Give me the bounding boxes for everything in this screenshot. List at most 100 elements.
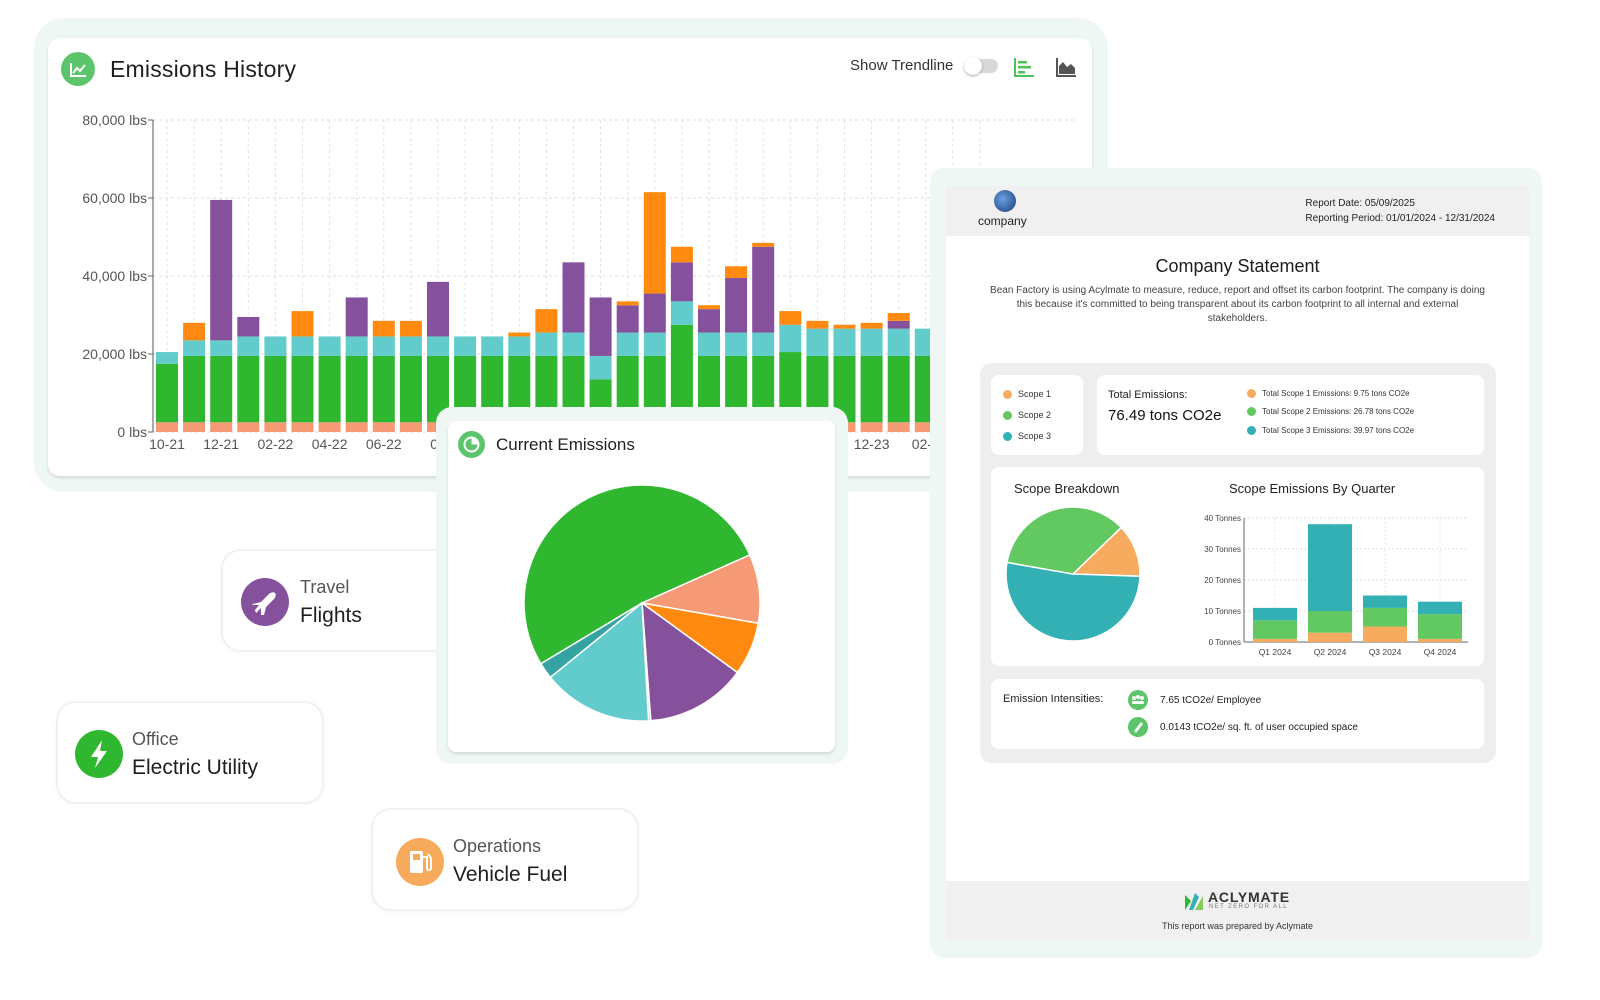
history-bar-green <box>806 355 829 423</box>
history-bar-salmon <box>372 422 395 432</box>
history-bar-orange <box>670 246 693 263</box>
total-emissions-box: Total Emissions: 76.49 tons CO2e Total S… <box>1097 375 1484 455</box>
scope-by-quarter-chart: 0 Tonnes 10 Tonnes 20 Tonnes 30 Tonnes 40 To… <box>1204 514 1468 657</box>
history-bar-orange <box>643 192 666 294</box>
history-bar-salmon <box>237 422 260 432</box>
scope-3-dot <box>1003 432 1012 442</box>
quarter-x-tick-label: Q2 2024 <box>1314 647 1347 657</box>
scope-2-dot <box>1247 407 1256 417</box>
category-card-electric-utility[interactable]: Office Electric Utility <box>56 701 324 804</box>
y-tick-label: 0 lbs <box>117 424 147 440</box>
history-bar-salmon <box>860 422 883 432</box>
history-bar-teal <box>562 332 585 356</box>
category-label: Office <box>132 729 179 749</box>
history-bar-green <box>291 355 314 423</box>
history-bar-green <box>372 355 395 423</box>
y-tick-label: 80,000 lbs <box>82 112 147 128</box>
x-tick-label: 12-23 <box>854 436 890 452</box>
history-bar-purple <box>725 277 748 333</box>
report-title: Company Statement <box>1155 256 1320 276</box>
history-bar-orange <box>535 309 558 333</box>
x-tick-label: 10-21 <box>149 436 185 452</box>
history-bar-orange <box>725 266 748 278</box>
history-bar-green <box>264 355 287 423</box>
history-bar-salmon <box>887 422 910 432</box>
category-card-vehicle-fuel[interactable]: Operations Vehicle Fuel <box>371 808 639 911</box>
quarter-y-tick-label: 0 Tonnes <box>1209 638 1241 647</box>
history-bar-green <box>237 355 260 423</box>
ruler-icon <box>1128 717 1148 737</box>
history-bar-purple <box>887 320 910 329</box>
bar-chart-icon[interactable] <box>1012 56 1036 78</box>
quarter-bar-scope-1 <box>1308 632 1352 642</box>
lightning-icon <box>75 730 123 778</box>
reporting-period: Reporting Period: 01/01/2024 - 12/31/202… <box>1305 213 1495 224</box>
history-bar-teal <box>643 332 666 356</box>
quarter-y-tick-label: 20 Tonnes <box>1204 576 1241 585</box>
aclymate-logo-icon <box>1184 891 1204 911</box>
x-tick-label: 04-22 <box>312 436 348 452</box>
history-bar-green <box>427 355 449 423</box>
history-bar-green <box>210 355 233 423</box>
quarter-bar-scope-3 <box>1308 524 1352 611</box>
quarter-bar-scope-1 <box>1363 626 1407 642</box>
history-bar-green <box>535 355 558 423</box>
history-bar-green <box>399 355 422 423</box>
x-tick-label: 02-22 <box>257 436 293 452</box>
history-bar-salmon <box>399 422 422 432</box>
history-bar-teal <box>427 336 449 356</box>
history-bar-green <box>454 355 477 423</box>
emissions-history-card: Emissions History Show Trendline 0 lbs 20… <box>48 38 1092 476</box>
total-emissions-value: 76.49 tons CO2e <box>1108 407 1222 424</box>
y-tick-label: 20,000 lbs <box>82 346 147 362</box>
legend-scope-2: Scope 2 <box>1003 410 1051 421</box>
scope-slice-scope-2 <box>1006 506 1123 575</box>
scope-3-dot <box>1247 426 1256 436</box>
category-name: Flights <box>300 604 362 627</box>
history-bar-teal <box>183 340 206 356</box>
area-chart-icon[interactable] <box>1054 56 1078 78</box>
history-bar-teal <box>399 336 422 356</box>
history-bar-green <box>887 355 910 423</box>
report-footer: ACLYMATE NET ZERO FOR ALL This report wa… <box>946 881 1529 940</box>
aclymate-tagline: NET ZERO FOR ALL <box>1209 904 1288 910</box>
history-bar-green <box>156 363 178 423</box>
category-name: Vehicle Fuel <box>453 863 568 886</box>
history-bar-teal <box>752 332 775 356</box>
company-logo-text: company <box>978 214 1027 228</box>
line-chart-icon <box>61 52 95 86</box>
quarter-bar-scope-3 <box>1253 607 1297 621</box>
report-statement: Bean Factory is using Acylmate to measur… <box>990 285 1485 324</box>
history-bar-orange <box>508 332 531 337</box>
history-bar-green <box>562 355 585 423</box>
scope-1-dot <box>1003 390 1012 400</box>
company-report: company Report Date: 05/09/2025 Reportin… <box>946 186 1529 940</box>
scope-breakdown-pie <box>1005 506 1141 642</box>
history-bar-orange <box>833 324 856 329</box>
history-bar-green <box>643 355 666 423</box>
history-bar-salmon <box>291 422 314 432</box>
history-bar-green <box>725 355 748 423</box>
current-emissions-card: Current Emissions <box>448 421 835 752</box>
people-icon <box>1128 690 1148 710</box>
company-globe-logo <box>994 190 1016 212</box>
scope-1-dot <box>1247 389 1256 399</box>
history-bar-green <box>833 355 856 423</box>
history-bar-green <box>345 355 368 423</box>
report-date: Report Date: 05/09/2025 <box>1305 198 1415 209</box>
history-bar-green <box>779 352 802 423</box>
fuel-pump-icon <box>396 838 444 886</box>
history-bar-purple <box>210 199 233 341</box>
quarter-x-tick-label: Q1 2024 <box>1259 647 1292 657</box>
history-bar-orange <box>860 322 883 329</box>
history-bar-purple <box>670 262 693 302</box>
quarter-y-tick-label: 10 Tonnes <box>1204 607 1241 616</box>
history-bar-green <box>616 355 639 423</box>
history-bar-green <box>860 355 883 423</box>
history-bar-orange <box>752 242 775 247</box>
pie-slice-dark-teal <box>539 602 643 679</box>
trendline-toggle[interactable] <box>964 57 998 75</box>
history-bar-purple <box>237 316 260 337</box>
history-bar-green <box>481 355 504 423</box>
history-bar-orange <box>806 320 829 329</box>
